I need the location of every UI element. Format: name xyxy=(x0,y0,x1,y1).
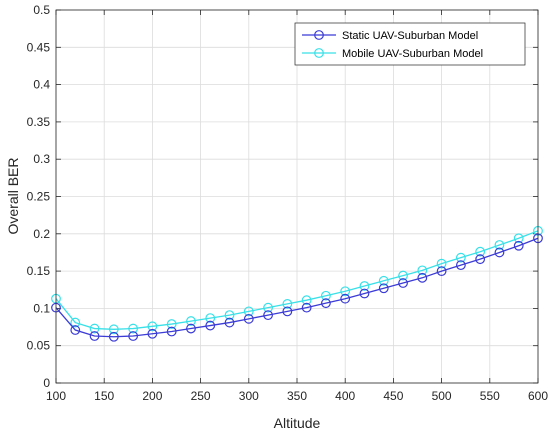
x-tick-label: 400 xyxy=(335,389,355,403)
data-point xyxy=(263,302,273,313)
data-point xyxy=(128,331,139,341)
data-point xyxy=(301,295,312,306)
legend-entry: Mobile UAV-Suburban Model xyxy=(302,48,483,60)
data-point xyxy=(455,252,466,263)
data-point xyxy=(224,310,235,321)
data-point xyxy=(494,240,505,250)
data-point xyxy=(243,306,254,317)
data-point xyxy=(417,272,428,283)
data-point xyxy=(436,258,447,269)
x-tick-label: 600 xyxy=(528,389,548,403)
series-static-uav-suburban-model xyxy=(51,233,543,342)
data-point xyxy=(70,325,81,335)
x-tick-label: 200 xyxy=(142,389,162,403)
legend-box xyxy=(294,22,526,66)
y-tick-label: 0.05 xyxy=(27,339,51,353)
data-point xyxy=(108,331,119,342)
x-tick-label: 350 xyxy=(287,389,307,403)
data-point xyxy=(243,313,254,324)
data-point xyxy=(282,306,293,317)
plot-frame xyxy=(55,9,539,384)
legend-marker xyxy=(314,48,324,58)
data-point xyxy=(417,265,428,276)
data-point xyxy=(378,275,389,286)
data-point xyxy=(89,331,100,341)
data-point xyxy=(378,283,389,294)
x-tick-label: 450 xyxy=(383,389,403,403)
y-tick-label: 0.15 xyxy=(27,264,51,278)
data-point xyxy=(359,281,370,291)
series-line xyxy=(55,237,539,338)
legend-label: Mobile UAV-Suburban Model xyxy=(342,48,483,60)
data-point xyxy=(513,233,524,244)
data-point xyxy=(282,299,293,309)
data-point xyxy=(147,321,158,332)
data-point xyxy=(475,254,486,265)
y-tick-label: 0.2 xyxy=(33,227,50,241)
data-point xyxy=(321,290,331,301)
data-point xyxy=(186,316,196,326)
x-tick-label: 500 xyxy=(432,389,452,403)
data-point xyxy=(475,246,486,257)
x-tick-label: 550 xyxy=(480,389,500,403)
data-point xyxy=(70,317,81,328)
y-tick-label: 0.5 xyxy=(33,3,50,17)
data-point xyxy=(166,326,177,337)
data-point xyxy=(321,298,331,309)
data-point xyxy=(340,293,351,304)
tick-labels: 100 150 200 250 300 350 400 450 500 550 600 0 0.05 0.… xyxy=(27,3,549,403)
y-tick-label: 0.35 xyxy=(27,115,51,129)
data-point xyxy=(455,260,466,271)
data-point xyxy=(166,319,177,329)
x-tick-label: 300 xyxy=(239,389,259,403)
data-point xyxy=(263,310,273,321)
data-point xyxy=(205,313,216,323)
y-tick-label: 0.1 xyxy=(33,301,50,315)
data-point xyxy=(340,286,351,297)
y-tick-label: 0 xyxy=(43,376,50,390)
legend: Static UAV-Suburban Model Mobile UAV-Subu… xyxy=(294,22,526,66)
legend-entry: Static UAV-Suburban Model xyxy=(302,30,478,42)
data-point xyxy=(513,240,524,251)
data-point xyxy=(398,270,408,281)
x-tick-label: 150 xyxy=(94,389,114,403)
y-tick-label: 0.3 xyxy=(33,152,50,166)
data-point xyxy=(89,323,100,334)
series-line xyxy=(55,230,539,330)
data-point xyxy=(108,324,119,335)
data-point xyxy=(128,323,139,334)
data-point xyxy=(436,266,447,277)
x-axis-label: Altitude xyxy=(274,415,321,431)
x-tick-label: 250 xyxy=(191,389,211,403)
legend-label: Static UAV-Suburban Model xyxy=(342,30,478,42)
legend-items: Static UAV-Suburban Model Mobile UAV-Subu… xyxy=(302,30,483,60)
legend-marker xyxy=(314,30,324,40)
y-tick-label: 0.4 xyxy=(33,78,50,92)
data-point xyxy=(301,302,312,313)
y-axis-label: Overall BER xyxy=(5,157,21,234)
y-tick-label: 0.25 xyxy=(27,190,51,204)
data-point xyxy=(147,328,158,339)
series-mobile-uav-suburban-model xyxy=(51,225,543,335)
y-tick-label: 0.45 xyxy=(27,40,51,54)
data-point xyxy=(186,323,196,334)
data-point xyxy=(398,278,408,288)
x-tick-label: 100 xyxy=(46,389,66,403)
data-point xyxy=(359,288,370,299)
data-point xyxy=(205,320,216,331)
data-point xyxy=(224,317,235,328)
series-layer xyxy=(51,225,543,342)
data-point xyxy=(494,247,505,258)
